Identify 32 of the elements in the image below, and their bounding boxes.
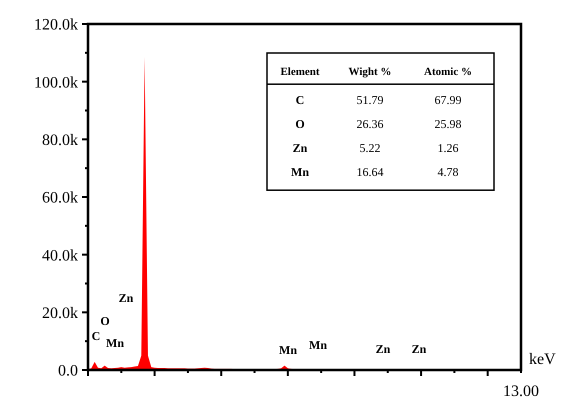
annotation: Mn xyxy=(291,165,310,179)
y-tick-label: 120.0k xyxy=(34,16,78,34)
y-tick-label: 60.0k xyxy=(42,190,78,207)
annotation: Zn xyxy=(412,342,427,356)
annotation: Atomic % xyxy=(424,66,472,78)
annotation: Mn xyxy=(309,338,328,352)
annotation: 25.98 xyxy=(434,117,462,131)
annotation: 67.99 xyxy=(434,93,462,107)
x-axis-title: keV xyxy=(529,351,556,368)
annotation: Zn xyxy=(292,141,308,155)
annotation: 16.64 xyxy=(356,165,384,179)
y-tick-label: 40.0k xyxy=(42,247,78,264)
y-tick-label: 0.0 xyxy=(58,362,78,380)
annotation: 5.22 xyxy=(360,141,380,155)
annotation: 26.36 xyxy=(356,117,384,131)
y-tick-label: 100.0k xyxy=(34,74,78,92)
annotation: O xyxy=(295,117,305,131)
y-tick-label: 20.0k xyxy=(42,304,78,322)
annotation: Mn xyxy=(279,343,298,358)
annotation: O xyxy=(100,314,110,328)
annotation: C xyxy=(92,329,100,344)
annotation: Mn xyxy=(106,336,124,350)
annotation: 51.79 xyxy=(356,93,384,107)
annotation: Element xyxy=(280,66,320,78)
annotation: 4.78 xyxy=(438,165,458,179)
text: 13.00 xyxy=(503,383,539,400)
y-tick-label: 80.0k xyxy=(42,132,78,149)
annotation: C xyxy=(296,93,304,107)
annotation: 1.26 xyxy=(438,141,458,155)
annotation: Zn xyxy=(376,342,391,356)
annotation: Wight % xyxy=(348,66,392,78)
annotation: Zn xyxy=(118,291,134,306)
